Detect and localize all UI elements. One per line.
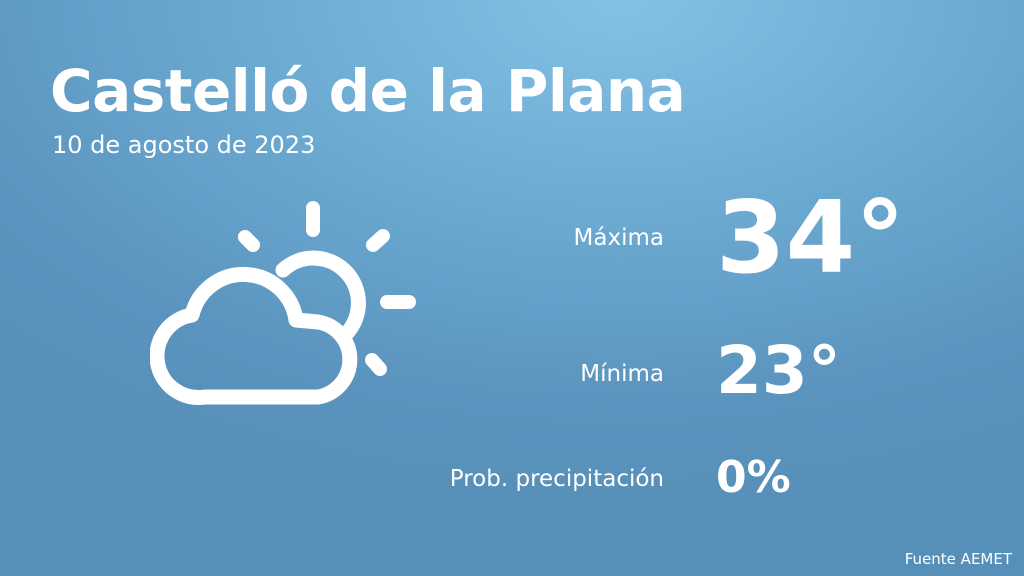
max-label: Máxima [573,225,664,251]
precip-label: Prob. precipitación [449,466,664,492]
max-temperature: 34° [716,179,906,296]
location-title: Castelló de la Plana [50,57,686,125]
source-credit: Fuente AEMET [904,550,1012,568]
precip-probability: 0% [716,452,791,503]
min-temperature: 23° [716,332,841,409]
partly-cloudy-icon [150,201,416,405]
forecast-date: 10 de agosto de 2023 [52,131,316,159]
min-label: Mínima [580,361,664,387]
